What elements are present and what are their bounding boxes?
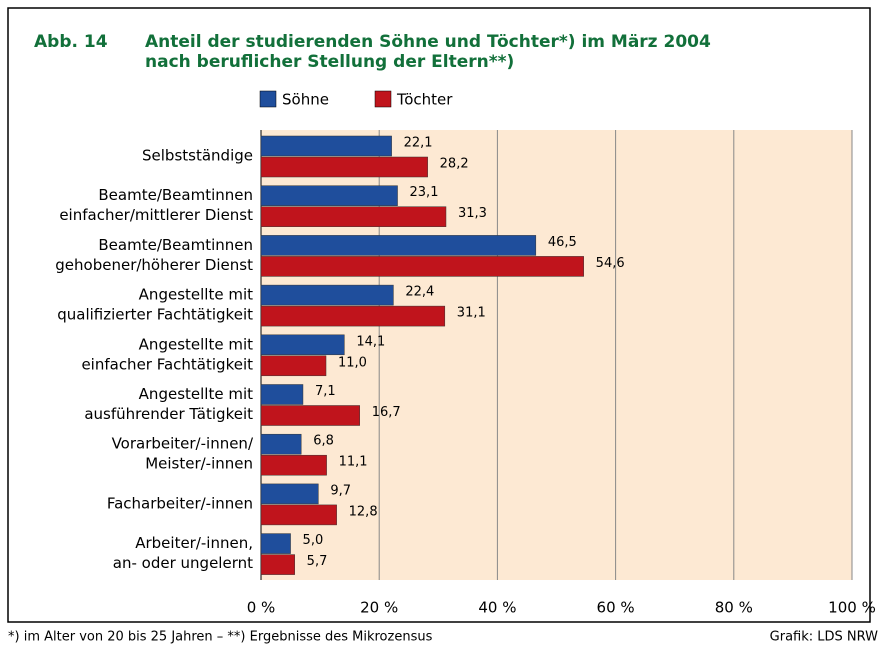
bar — [260, 135, 392, 157]
chart-title: nach beruflicher Stellung der Eltern**) — [145, 52, 514, 72]
bar — [260, 384, 304, 405]
chart-title: Anteil der studierenden Söhne und Töchte… — [145, 32, 711, 52]
value-label: 16,7 — [372, 405, 401, 420]
bar — [260, 156, 428, 178]
bar — [260, 256, 584, 277]
bar — [260, 235, 537, 256]
figure-label: Abb. 14 — [34, 32, 108, 52]
legend-label: Töchter — [396, 91, 453, 109]
bar — [260, 206, 447, 227]
value-label: 12,8 — [349, 504, 378, 519]
x-tick-label: 60 % — [597, 599, 635, 617]
legend-label: Söhne — [282, 91, 329, 109]
category-label: einfacher Fachtätigkeit — [81, 355, 253, 373]
value-label: 11,0 — [338, 355, 367, 370]
value-label: 31,1 — [457, 306, 486, 321]
value-label: 54,6 — [596, 256, 625, 271]
value-label: 11,1 — [339, 455, 368, 470]
bar — [260, 554, 295, 575]
bar — [260, 284, 394, 306]
category-label: Angestellte mit — [139, 385, 253, 403]
category-label: qualifizierter Fachtätigkeit — [57, 306, 253, 324]
value-label: 22,4 — [405, 285, 434, 300]
value-label: 14,1 — [356, 334, 385, 349]
value-label: 23,1 — [410, 185, 439, 200]
bar — [260, 185, 398, 206]
category-label: an- oder ungelernt — [113, 554, 253, 572]
value-label: 5,0 — [303, 533, 324, 548]
x-tick-label: 100 % — [828, 599, 876, 617]
bar — [260, 504, 337, 526]
legend-swatch — [374, 90, 392, 108]
category-label: Vorarbeiter/-innen/ — [112, 435, 254, 453]
value-label: 31,3 — [458, 206, 487, 221]
value-label: 6,8 — [313, 434, 334, 449]
value-label: 28,2 — [440, 157, 469, 172]
category-label: Beamte/Beamtinnen — [98, 186, 253, 204]
legend-swatch — [259, 90, 277, 108]
category-label: Meister/-innen — [145, 455, 253, 473]
category-label: Facharbeiter/-innen — [107, 494, 253, 512]
value-label: 5,7 — [307, 554, 328, 569]
category-label: gehobener/höherer Dienst — [55, 256, 253, 274]
category-label: ausführender Tätigkeit — [84, 405, 253, 423]
bar — [260, 305, 446, 327]
category-label: Beamte/Beamtinnen — [98, 236, 253, 254]
bar — [260, 405, 360, 426]
frame — [7, 7, 871, 623]
category-label: Angestellte mit — [139, 286, 253, 304]
bar — [260, 454, 327, 476]
bar — [260, 355, 327, 377]
bar — [260, 334, 345, 356]
x-tick-label: 0 % — [247, 599, 276, 617]
x-tick-label: 40 % — [478, 599, 516, 617]
category-label: Selbstständige — [142, 147, 253, 165]
bar — [260, 533, 291, 554]
value-label: 46,5 — [548, 235, 577, 250]
x-tick-label: 80 % — [715, 599, 753, 617]
category-label: Angestellte mit — [139, 335, 253, 353]
footnote: *) im Alter von 20 bis 25 Jahren – **) E… — [8, 630, 433, 645]
value-label: 7,1 — [315, 384, 336, 399]
source: Grafik: LDS NRW — [770, 630, 878, 645]
category-label: Arbeiter/-innen, — [135, 534, 253, 552]
category-label: einfacher/mittlerer Dienst — [59, 206, 253, 224]
x-tick-label: 20 % — [360, 599, 398, 617]
bar — [260, 483, 319, 505]
bar — [260, 433, 302, 455]
value-label: 9,7 — [330, 483, 351, 498]
value-label: 22,1 — [404, 136, 433, 151]
